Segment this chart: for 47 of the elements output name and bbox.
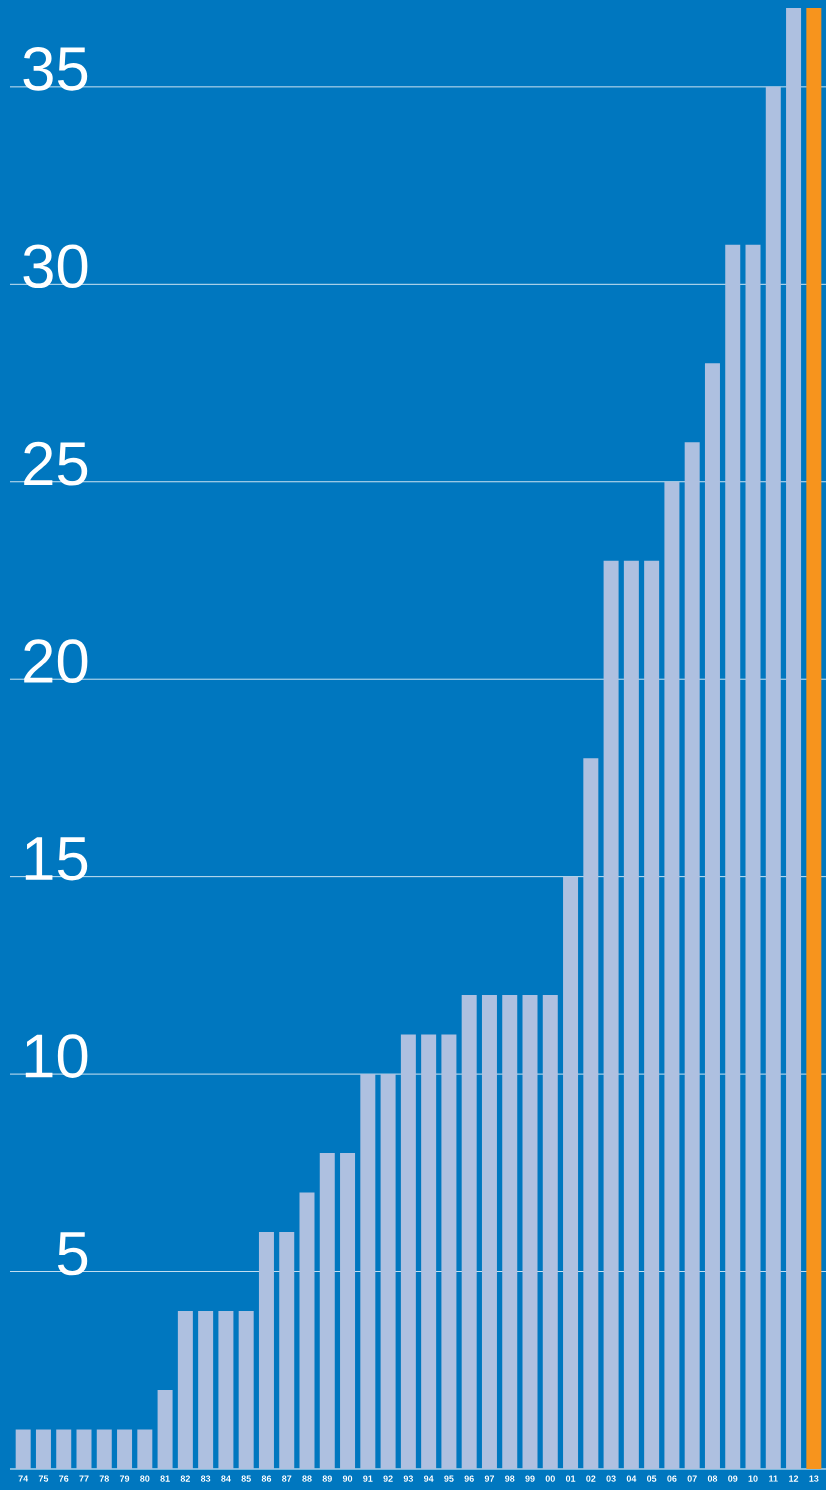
y-tick-label: 30 xyxy=(23,244,88,289)
x-tick-label: 93 xyxy=(403,1475,413,1482)
x-tick-label: 74 xyxy=(18,1475,28,1482)
x-tick-label: 91 xyxy=(362,1475,373,1482)
x-tick-label: 85 xyxy=(241,1475,251,1482)
x-tick-label: 96 xyxy=(464,1475,474,1482)
x-tick-label: 05 xyxy=(646,1475,657,1482)
x-tick-label: 95 xyxy=(444,1475,454,1482)
y-tick-label: 15 xyxy=(25,837,87,881)
x-tick-label: 79 xyxy=(119,1475,129,1482)
x-tick-label: 02 xyxy=(585,1475,596,1482)
x-tick-label: 09 xyxy=(727,1475,738,1482)
y-tick-label: 10 xyxy=(25,1034,88,1078)
x-tick-label: 86 xyxy=(261,1475,271,1482)
y-tick-label: 20 xyxy=(23,639,88,684)
x-tick-label: 06 xyxy=(667,1475,677,1482)
x-tick-label: 00 xyxy=(545,1475,555,1482)
x-tick-label: 97 xyxy=(484,1475,494,1482)
x-tick-label: 89 xyxy=(322,1475,332,1482)
y-tick-label: 35 xyxy=(23,46,87,91)
x-tick-label: 04 xyxy=(626,1475,637,1482)
x-tick-label: 75 xyxy=(38,1475,48,1482)
x-tick-label: 88 xyxy=(302,1475,312,1482)
x-tick-label: 94 xyxy=(423,1475,434,1482)
y-tick-label: 5 xyxy=(57,1232,87,1276)
x-tick-label: 13 xyxy=(809,1475,819,1482)
x-tick-label: 01 xyxy=(565,1475,576,1482)
y-tick-label: 25 xyxy=(23,441,87,486)
x-tick-label: 07 xyxy=(687,1475,697,1482)
x-tick-label: 10 xyxy=(748,1475,758,1482)
x-tick-label: 08 xyxy=(707,1475,717,1482)
x-tick-label: 92 xyxy=(383,1475,393,1482)
x-tick-label: 77 xyxy=(79,1475,89,1482)
x-tick-label: 99 xyxy=(525,1475,535,1482)
x-tick-label: 80 xyxy=(139,1475,150,1482)
x-tick-label: 78 xyxy=(99,1475,109,1482)
x-tick-label: 82 xyxy=(180,1475,190,1482)
x-tick-label: 76 xyxy=(58,1475,69,1482)
x-tick-label: 84 xyxy=(220,1475,231,1482)
x-tick-label: 98 xyxy=(504,1475,515,1482)
x-tick-label: 11 xyxy=(768,1475,778,1482)
x-tick-label: 83 xyxy=(200,1475,211,1482)
x-tick-label: 03 xyxy=(606,1475,616,1482)
x-tick-label: 90 xyxy=(342,1475,352,1482)
x-tick-label: 12 xyxy=(788,1475,798,1482)
x-tick-label: 87 xyxy=(281,1475,292,1482)
x-tick-label: 81 xyxy=(160,1475,170,1482)
